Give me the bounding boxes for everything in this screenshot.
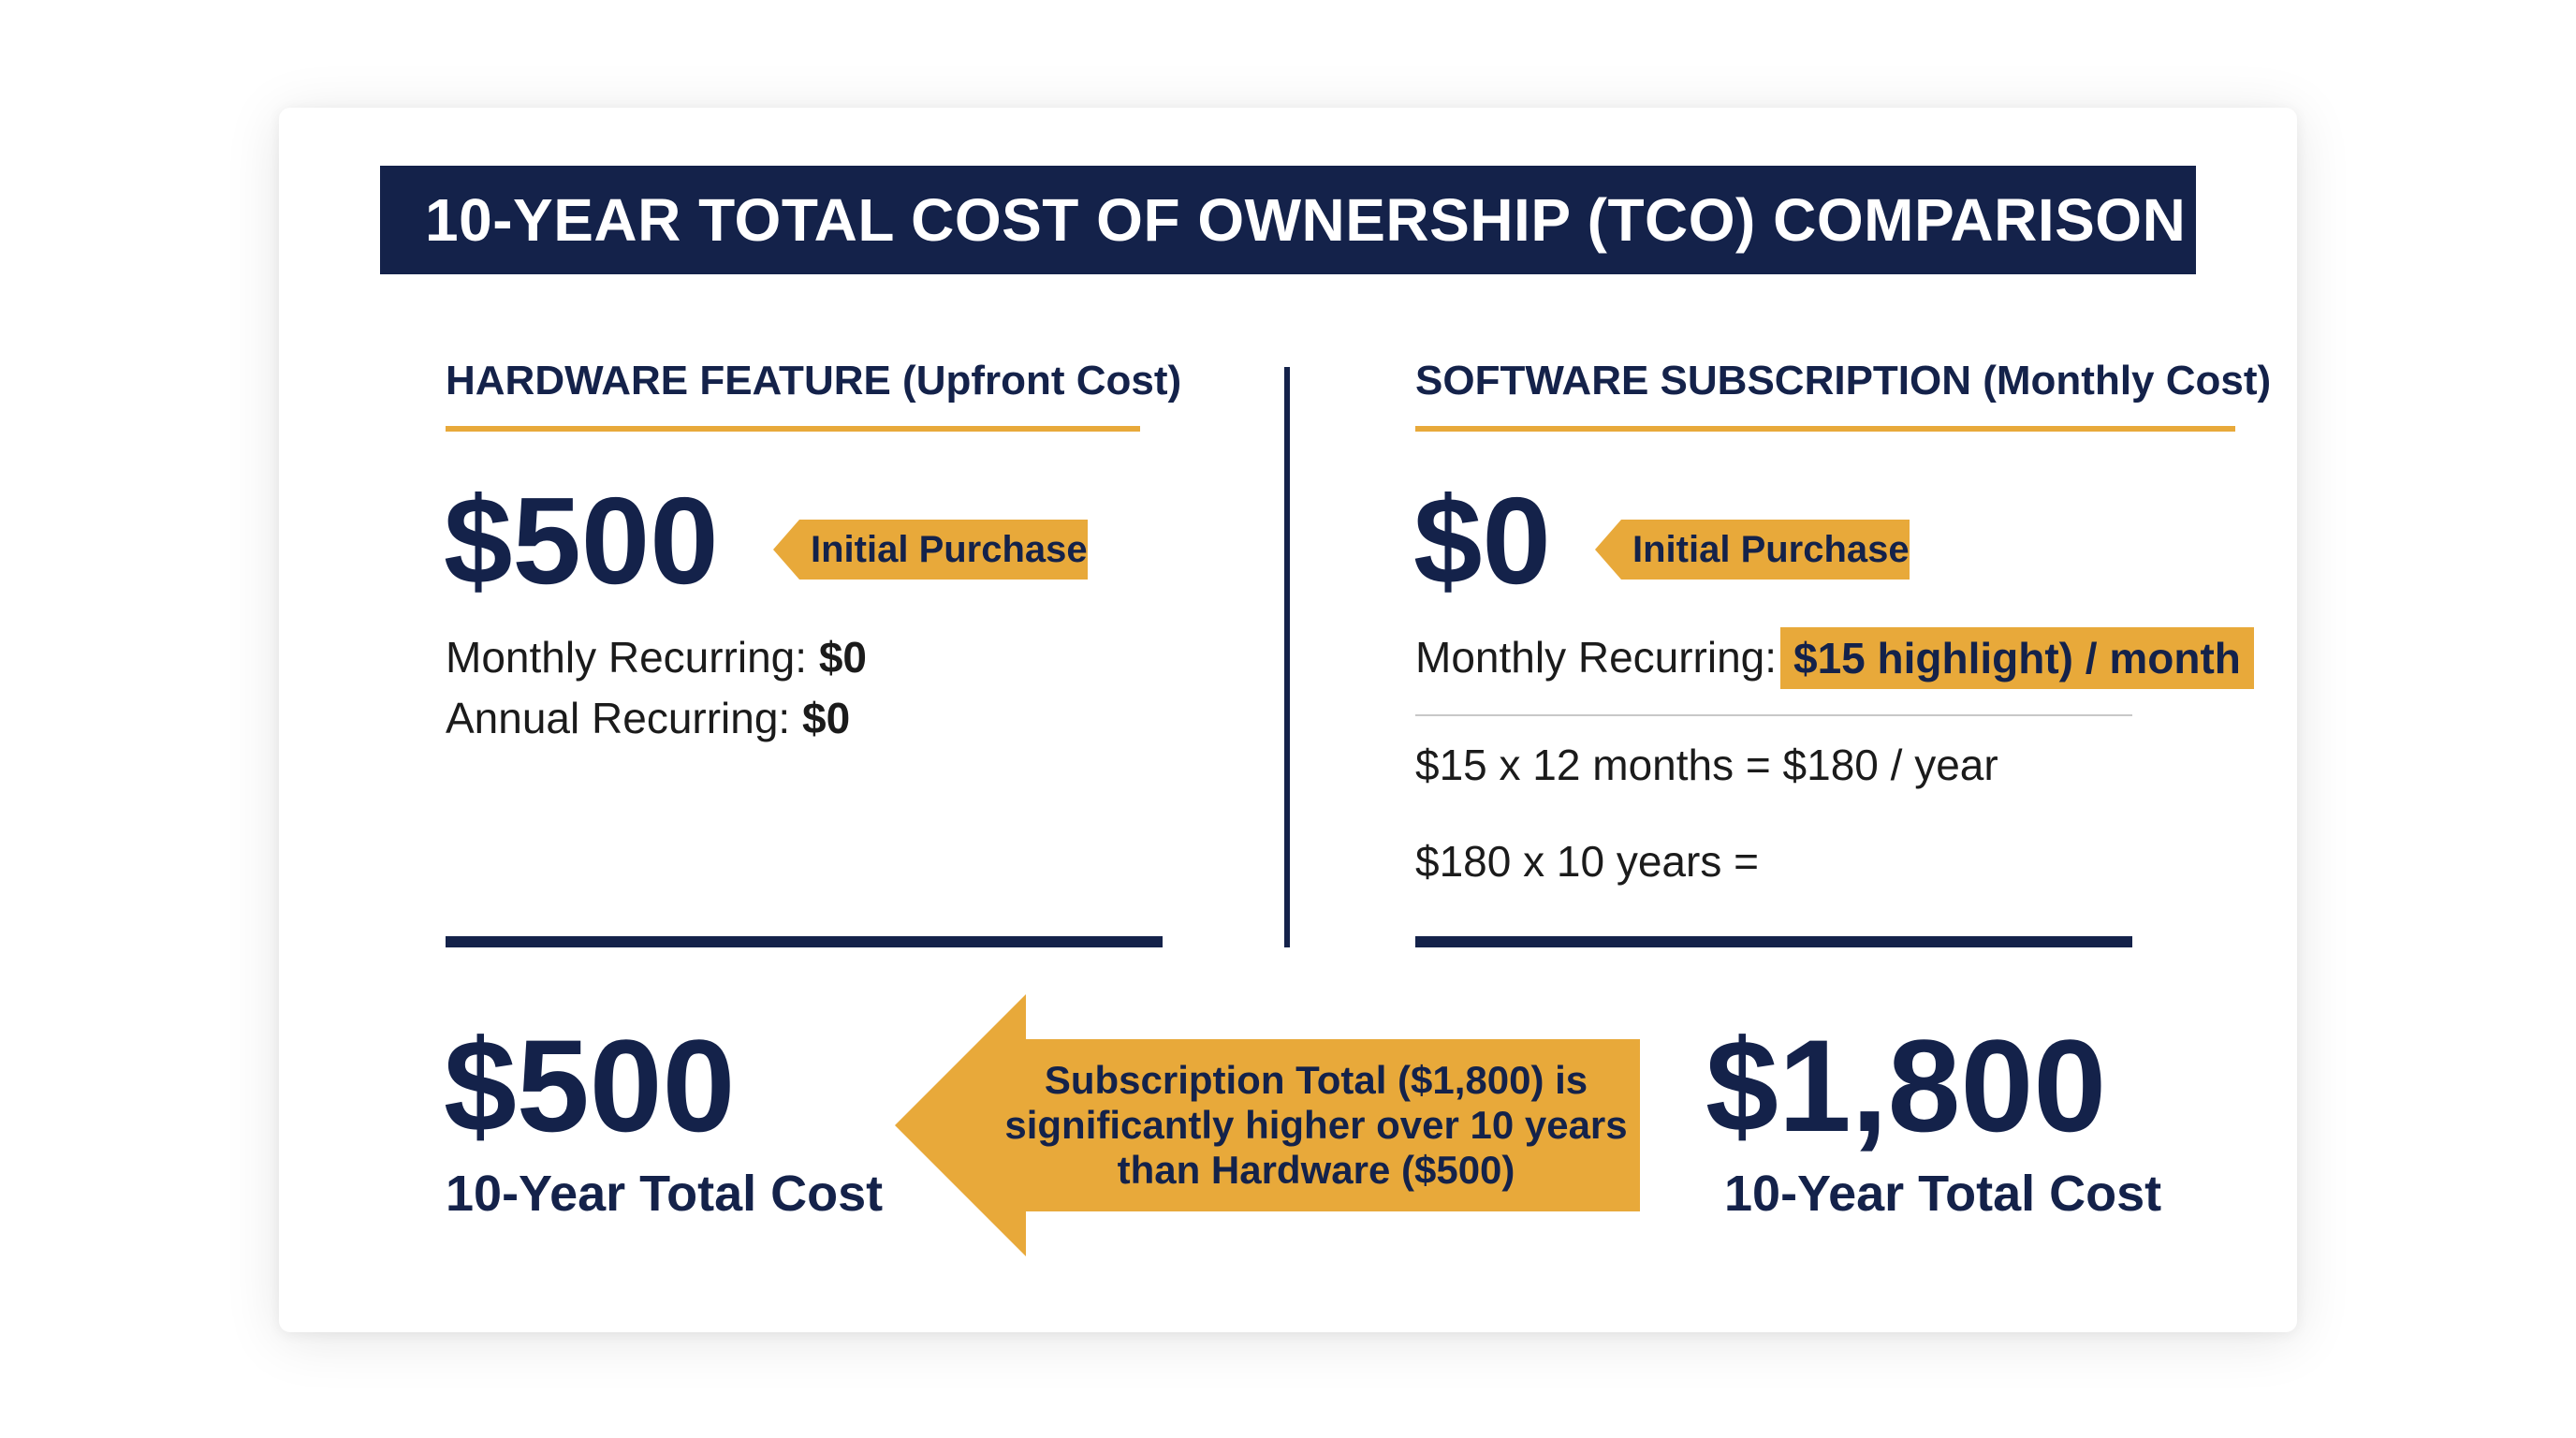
software-heading-underline [1415, 426, 2235, 432]
software-total-label: 10-Year Total Cost [1724, 1166, 2162, 1222]
software-calc-year: $15 x 12 months = $180 / year [1415, 741, 1998, 789]
software-initial-amount: $0 [1413, 472, 1551, 609]
hardware-initial-amount: $500 [444, 472, 719, 609]
callout-line-2: significantly higher over 10 years [1004, 1103, 1628, 1147]
hardware-monthly-value: $0 [818, 633, 867, 682]
hardware-annual-value: $0 [801, 694, 851, 742]
hardware-total-label: 10-Year Total Cost [446, 1166, 884, 1222]
software-calc-divider [1415, 714, 2132, 716]
callout-text: Subscription Total ($1,800) is significa… [988, 1058, 1644, 1193]
hardware-initial-tag: Initial Purchase [773, 520, 1088, 580]
column-divider [1284, 367, 1290, 947]
software-total-amount: $1,800 [1705, 1012, 2107, 1159]
hardware-total-rule [446, 936, 1163, 947]
software-monthly-highlight: $15 highlight) / month [1780, 627, 2254, 689]
hardware-annual-label: Annual Recurring: [446, 694, 791, 742]
comparison-callout-arrow: Subscription Total ($1,800) is significa… [895, 994, 1640, 1256]
software-initial-tag: Initial Purchase [1595, 520, 1910, 580]
software-calc-decade: $180 x 10 years = [1415, 837, 1759, 886]
page-title: 10-YEAR TOTAL COST OF OWNERSHIP (TCO) CO… [425, 186, 2187, 254]
software-monthly-line: Monthly Recurring: [1415, 632, 1777, 682]
hardware-annual-line: Annual Recurring: $0 [446, 693, 850, 743]
callout-line-1: Subscription Total ($1,800) is [1044, 1058, 1588, 1102]
software-monthly-label: Monthly Recurring: [1415, 633, 1778, 682]
hardware-heading-underline [446, 426, 1140, 432]
title-banner: 10-YEAR TOTAL COST OF OWNERSHIP (TCO) CO… [380, 166, 2196, 274]
hardware-heading: HARDWARE FEATURE (Upfront Cost) [446, 358, 1182, 404]
hardware-monthly-label: Monthly Recurring: [446, 633, 808, 682]
callout-line-3: than Hardware ($500) [1117, 1148, 1515, 1192]
hardware-total-amount: $500 [444, 1012, 736, 1159]
software-total-rule [1415, 936, 2132, 947]
software-heading: SOFTWARE SUBSCRIPTION (Monthly Cost) [1415, 358, 2272, 404]
hardware-monthly-line: Monthly Recurring: $0 [446, 632, 867, 682]
